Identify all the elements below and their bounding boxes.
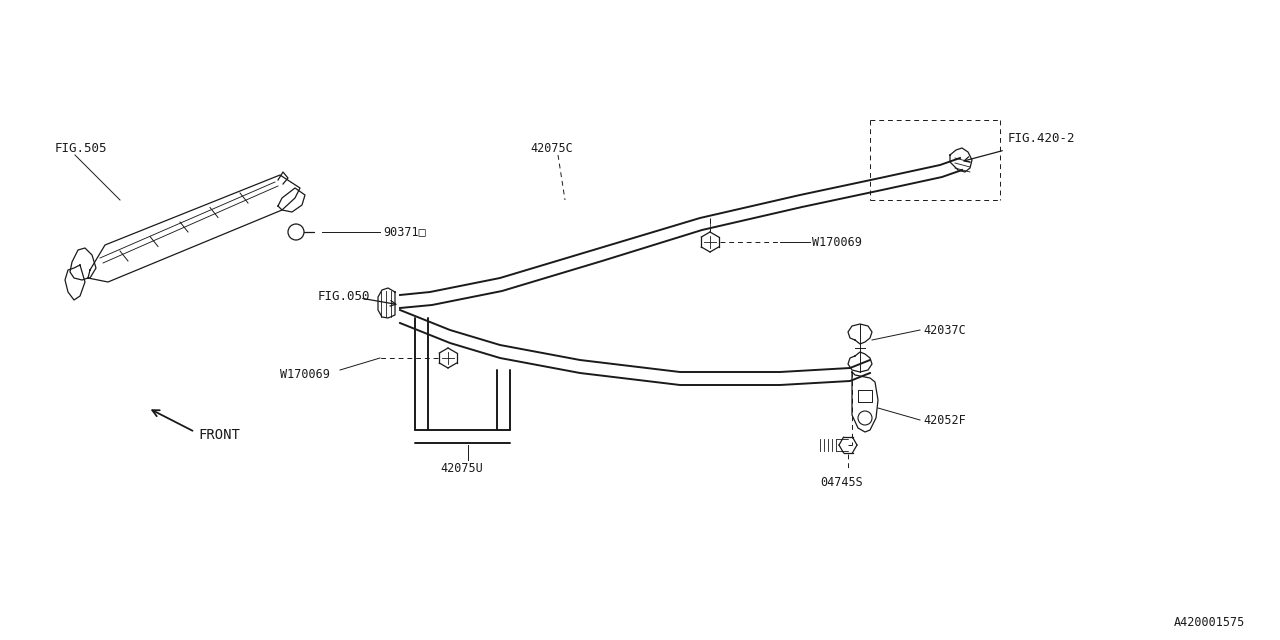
Text: 42075U: 42075U [440,461,483,474]
Text: FRONT: FRONT [198,428,239,442]
Text: W170069: W170069 [280,369,330,381]
Text: FIG.050: FIG.050 [317,289,370,303]
Text: 04745S: 04745S [820,476,863,488]
Text: A420001575: A420001575 [1174,616,1245,628]
Text: FIG.505: FIG.505 [55,141,108,154]
Text: W170069: W170069 [812,236,861,248]
Text: 42075C: 42075C [530,141,572,154]
Text: 42037C: 42037C [923,323,965,337]
Text: 42052F: 42052F [923,413,965,426]
Text: 90371□: 90371□ [383,225,426,239]
Text: FIG.420-2: FIG.420-2 [1009,131,1075,145]
